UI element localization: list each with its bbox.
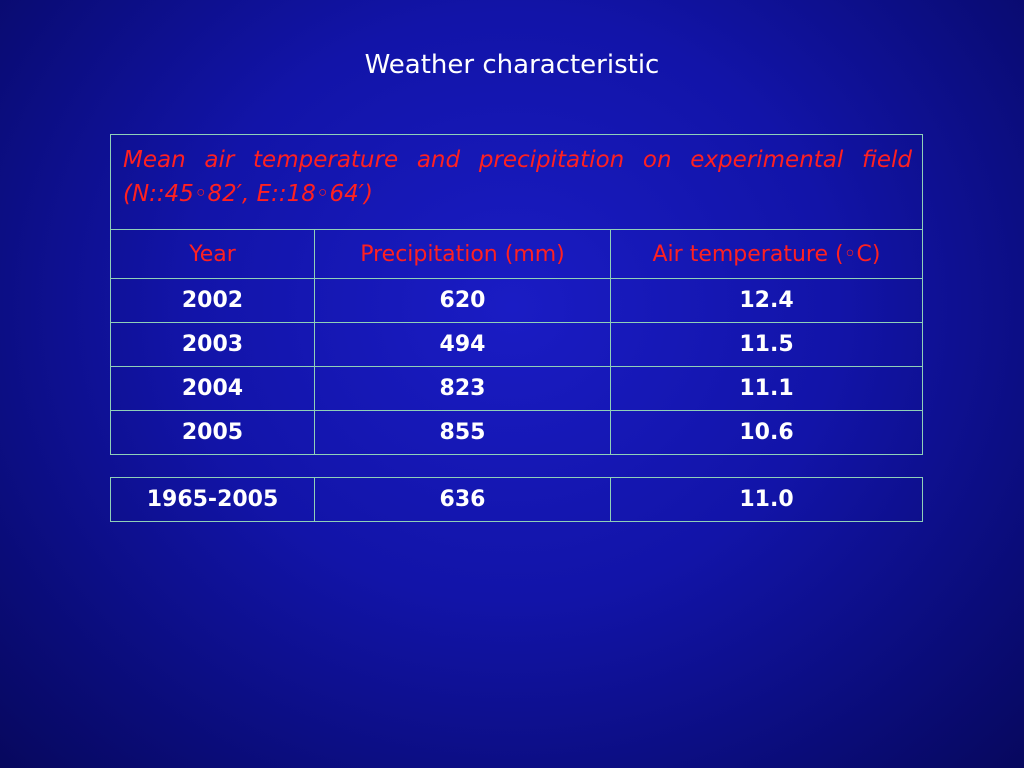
- table-row: 2005 855 10.6: [110, 410, 923, 455]
- cell-year: 2005: [110, 410, 315, 455]
- table-row: 2004 823 11.1: [110, 366, 923, 411]
- cell-year: 2003: [110, 322, 315, 367]
- cell-air-temperature: 10.6: [610, 410, 923, 455]
- cell-precipitation: 494: [314, 322, 611, 367]
- summary-row: 1965-2005 636 11.0: [110, 477, 923, 522]
- cell-precipitation: 823: [314, 366, 611, 411]
- cell-precipitation: 620: [314, 278, 611, 323]
- header-precipitation: Precipitation (mm): [314, 229, 611, 279]
- summary-period: 1965-2005: [110, 477, 315, 522]
- cell-air-temperature: 11.1: [610, 366, 923, 411]
- summary-air-temperature: 11.0: [610, 477, 923, 522]
- weather-table: Mean air temperature and precipitation o…: [110, 134, 923, 455]
- cell-air-temperature: 12.4: [610, 278, 923, 323]
- table-row: 2003 494 11.5: [110, 322, 923, 367]
- cell-precipitation: 855: [314, 410, 611, 455]
- table-row: 2002 620 12.4: [110, 278, 923, 323]
- cell-year: 2004: [110, 366, 315, 411]
- header-year: Year: [110, 229, 315, 279]
- summary-precipitation: 636: [314, 477, 611, 522]
- caption-row: Mean air temperature and precipitation o…: [110, 134, 923, 230]
- table-caption: Mean air temperature and precipitation o…: [110, 134, 923, 230]
- cell-year: 2002: [110, 278, 315, 323]
- slide-title: Weather characteristic: [364, 50, 660, 80]
- header-row: Year Precipitation (mm) Air temperature …: [110, 229, 923, 279]
- summary-table: 1965-2005 636 11.0: [110, 477, 923, 522]
- header-air-temperature: Air temperature (◦C): [610, 229, 923, 279]
- cell-air-temperature: 11.5: [610, 322, 923, 367]
